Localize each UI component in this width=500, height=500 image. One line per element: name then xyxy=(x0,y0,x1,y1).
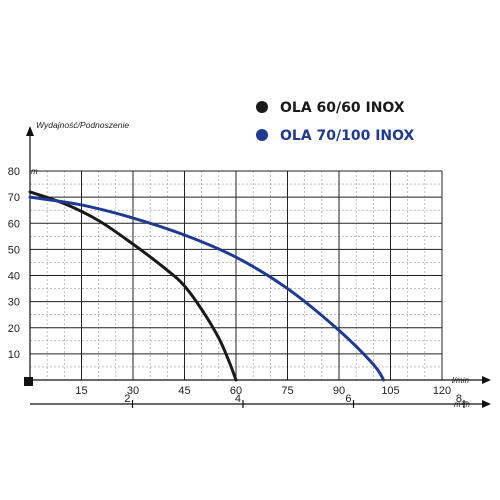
series-line-1 xyxy=(28,190,238,382)
legend-label-2: OLA 70/100 INOX xyxy=(280,128,415,144)
x-tick-label: 75 xyxy=(281,385,293,397)
y-tick-label: 50 xyxy=(8,244,20,256)
x2-tick-label: 6 xyxy=(345,393,351,405)
x-tick-label: 45 xyxy=(178,385,190,397)
x2-unit-label: m³/h xyxy=(454,400,471,409)
x2-axis-arrow xyxy=(482,400,491,408)
y-unit-label: m xyxy=(31,167,38,176)
y-tick-label: 70 xyxy=(8,192,20,204)
x-tick-label: 30 xyxy=(127,385,139,397)
x-tick-label: 90 xyxy=(333,385,345,397)
legend-marker-2 xyxy=(256,129,268,141)
legend-label-1: OLA 60/60 INOX xyxy=(280,100,405,116)
series-line-2 xyxy=(28,195,386,382)
grid xyxy=(30,170,443,380)
y-tick-label: 20 xyxy=(8,323,20,335)
axes xyxy=(24,126,491,408)
x-tick-label: 105 xyxy=(381,385,399,397)
y-tick-label: 30 xyxy=(8,297,20,309)
legend-marker-1 xyxy=(256,101,268,113)
tick-labels: 10 20 30 40 50 60 70 80 m Wydajność/Podnoszenie 15… xyxy=(8,120,471,409)
origin-marker xyxy=(24,377,33,386)
x-tick-label: 15 xyxy=(75,385,87,397)
x2-tick-label: 8 xyxy=(456,393,462,405)
y-axis-title: Wydajność/Podnoszenie xyxy=(36,120,129,130)
legend: OLA 60/60 INOX OLA 70/100 INOX xyxy=(256,100,415,144)
y-tick-label: 80 xyxy=(8,166,20,178)
y-tick-label: 10 xyxy=(8,349,20,361)
x-axis-arrow xyxy=(482,376,491,384)
x-tick-label: 120 xyxy=(433,385,451,397)
y-tick-label: 40 xyxy=(8,271,20,283)
x-tick-label: 60 xyxy=(230,385,242,397)
y-axis-arrow xyxy=(26,126,34,136)
series-lines xyxy=(28,190,386,382)
x2-tick-label: 2 xyxy=(124,393,130,405)
x-unit-label: l/min xyxy=(452,376,469,385)
x2-tick-label: 4 xyxy=(235,393,241,405)
y-tick-label: 60 xyxy=(8,218,20,230)
